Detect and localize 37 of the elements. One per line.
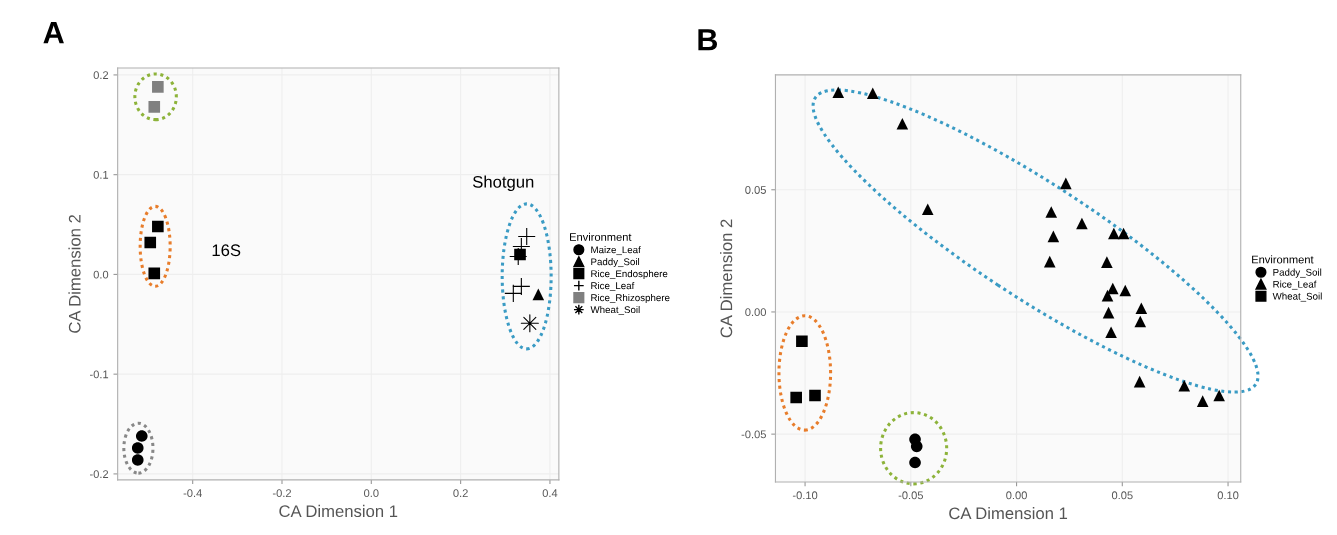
legend-label: Paddy_Soil	[1273, 268, 1322, 278]
legend-title: Environment	[1252, 255, 1314, 264]
x-tick-label: 0.00	[1006, 491, 1027, 500]
y-tick-label: 0.05	[745, 186, 766, 194]
legend-label: Rice_Leaf	[1273, 280, 1317, 290]
legend-label: Rice_Leaf	[591, 282, 635, 291]
chart-title: B	[698, 29, 718, 51]
legend-label: Rice_Endosphere	[591, 270, 668, 280]
x-axis-title: CA Dimension 1	[949, 506, 1068, 520]
y-tick-label: -0.2	[89, 470, 109, 479]
x-tick-label: 0.0	[364, 489, 379, 498]
y-tick-label: 0.0	[93, 270, 109, 279]
x-tick-label: -0.10	[792, 491, 818, 500]
y-axis-title: CA Dimension 2	[68, 215, 81, 333]
x-tick-label: -0.05	[898, 491, 924, 500]
x-tick-label: 0.05	[1111, 491, 1133, 500]
chart-title: A	[43, 22, 64, 44]
y-tick-label: -0.1	[89, 370, 109, 379]
x-tick-label: 0.4	[542, 489, 558, 498]
y-tick-label: 0.1	[93, 170, 109, 179]
y-tick-label: 0.2	[93, 71, 109, 80]
y-axis-title: CA Dimension 2	[720, 219, 733, 338]
x-axis-title: CA Dimension 1	[279, 504, 398, 518]
x-tick-label: 0.10	[1217, 491, 1239, 500]
y-tick-label: 0.00	[745, 308, 766, 317]
x-tick-label: -0.4	[183, 489, 202, 498]
y-tick-label: -0.05	[741, 430, 766, 439]
legend-label: Wheat_Soil	[590, 305, 640, 315]
legend-label: Wheat_Soil	[1272, 292, 1322, 302]
x-tick-label: 0.2	[453, 489, 468, 498]
x-tick-label: -0.2	[272, 489, 292, 498]
annotation: Shotgun	[472, 175, 534, 192]
annotation: 16S	[212, 244, 241, 257]
legend-title: Environment	[570, 232, 632, 241]
legend-label: Paddy_Soil	[591, 258, 640, 268]
legend-label: Rice_Rhizosphere	[591, 294, 670, 304]
legend-label: Maize_Leaf	[591, 246, 641, 256]
